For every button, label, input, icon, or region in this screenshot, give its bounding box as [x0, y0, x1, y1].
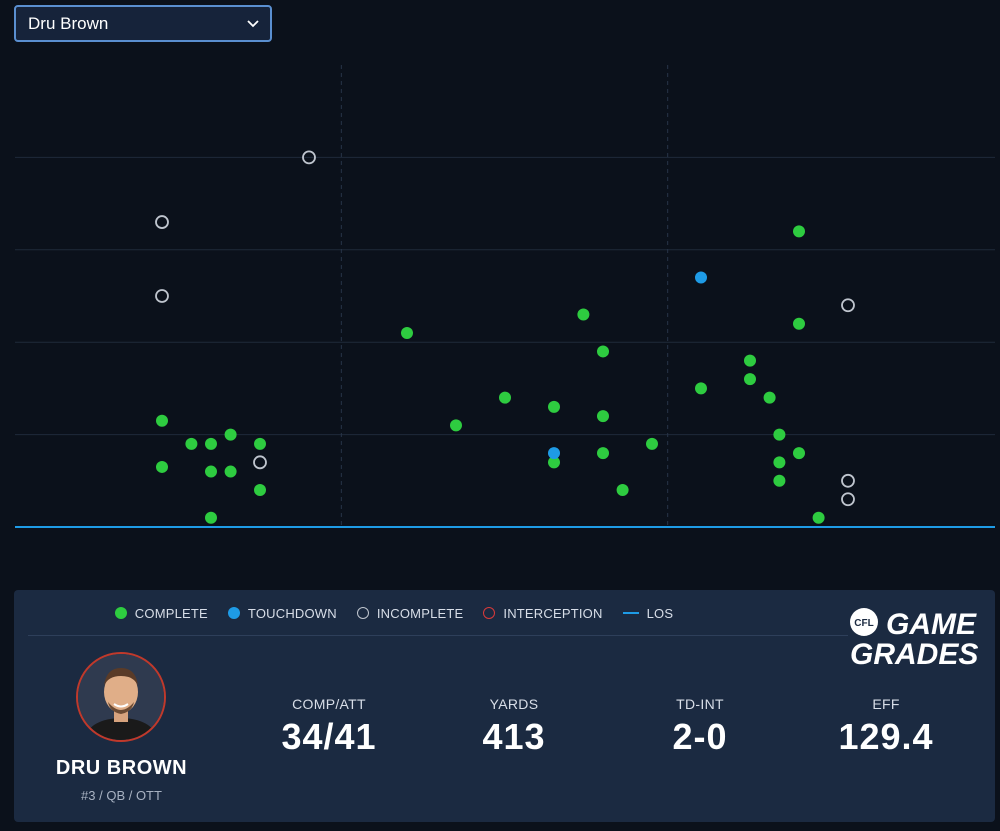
point-complete [499, 391, 511, 404]
point-complete [597, 410, 609, 423]
legend-swatch [227, 607, 240, 619]
point-complete [156, 414, 168, 427]
point-complete [812, 511, 825, 524]
logo-line1: GAME [886, 608, 977, 641]
legend-item-complete: COMPLETE [114, 605, 208, 621]
point-incomplete [155, 215, 169, 229]
legend-item-interception: INTERCEPTION [483, 606, 602, 621]
point-complete [401, 326, 413, 339]
point-complete [205, 511, 217, 524]
stat-value: 2-0 [672, 716, 728, 757]
point-incomplete [841, 473, 855, 488]
point-complete [597, 447, 609, 460]
stat-value: 413 [482, 716, 546, 757]
point-complete [156, 460, 168, 473]
point-complete [205, 465, 217, 478]
chart-points [155, 150, 855, 524]
game-grades-logo: CFL GAME GRADES [846, 604, 981, 671]
legend-label: TOUCHDOWN [247, 605, 337, 621]
point-touchdown [548, 447, 560, 460]
point-complete [744, 354, 756, 367]
player-select-value: Dru Brown [28, 13, 109, 33]
point-complete [773, 474, 786, 487]
point-complete [793, 225, 805, 238]
point-complete [450, 419, 462, 432]
point-complete [773, 428, 786, 441]
point-complete [695, 382, 707, 395]
point-complete [744, 373, 756, 386]
logo-line2: GRADES [850, 638, 978, 666]
stat-eff: EFF 129.4 [786, 696, 986, 758]
point-complete [793, 447, 805, 460]
legend-label: INTERCEPTION [503, 605, 603, 621]
point-incomplete [841, 492, 855, 507]
point-complete [224, 428, 237, 441]
legend-swatch [483, 607, 496, 619]
panel-divider [28, 635, 848, 636]
legend-item-touchdown: TOUCHDOWN [227, 605, 337, 621]
stat-value: 34/41 [281, 716, 377, 757]
point-complete [548, 456, 560, 469]
player-meta: #3 / QB / OTT [81, 788, 162, 803]
point-complete [577, 308, 590, 321]
player-select[interactable]: Dru Brown [14, 5, 272, 42]
point-incomplete [841, 298, 855, 313]
point-complete [205, 437, 217, 450]
point-complete [646, 437, 658, 450]
legend-item-incomplete: INCOMPLETE [356, 605, 464, 621]
point-complete [616, 484, 629, 497]
point-touchdown [695, 271, 707, 284]
stat-label: YARDS [489, 696, 539, 712]
stat-label: TD-INT [676, 696, 724, 712]
point-incomplete [155, 289, 169, 303]
chevron-down-icon [246, 17, 260, 31]
stat-label: COMP/ATT [292, 696, 366, 712]
legend-item-los: LOS [622, 605, 674, 621]
logo-badge-text: CFL [854, 618, 873, 629]
stat-td-int: TD-INT 2-0 [600, 696, 800, 758]
point-complete [254, 437, 266, 450]
point-complete [793, 317, 805, 330]
point-complete [773, 456, 786, 469]
stat-value: 129.4 [838, 716, 934, 757]
stats-panel: COMPLETE TOUCHDOWN INCOMPLETE INTERCEPTION L… [14, 590, 995, 822]
chart-grid [15, 65, 995, 528]
legend-swatch [114, 607, 127, 619]
point-complete [224, 465, 237, 478]
legend-swatch [356, 607, 369, 619]
avatar [76, 652, 166, 742]
legend-label: COMPLETE [134, 605, 208, 621]
point-complete [548, 400, 560, 413]
stat-yards: YARDS 413 [414, 696, 614, 758]
point-complete [254, 484, 266, 497]
legend-swatch [622, 612, 639, 614]
point-complete [597, 345, 609, 358]
point-complete [185, 437, 198, 450]
stat-label: EFF [872, 696, 900, 712]
point-incomplete [302, 150, 316, 165]
pass-chart [15, 65, 995, 528]
chart-legend: COMPLETE TOUCHDOWN INCOMPLETE INTERCEPTION L… [14, 604, 774, 622]
legend-label: LOS [646, 605, 674, 621]
point-incomplete [253, 455, 267, 470]
legend-label: INCOMPLETE [376, 605, 464, 621]
stat-comp-att: COMP/ATT 34/41 [229, 696, 429, 758]
player-name: DRU BROWN [55, 757, 188, 779]
point-complete [763, 391, 776, 404]
